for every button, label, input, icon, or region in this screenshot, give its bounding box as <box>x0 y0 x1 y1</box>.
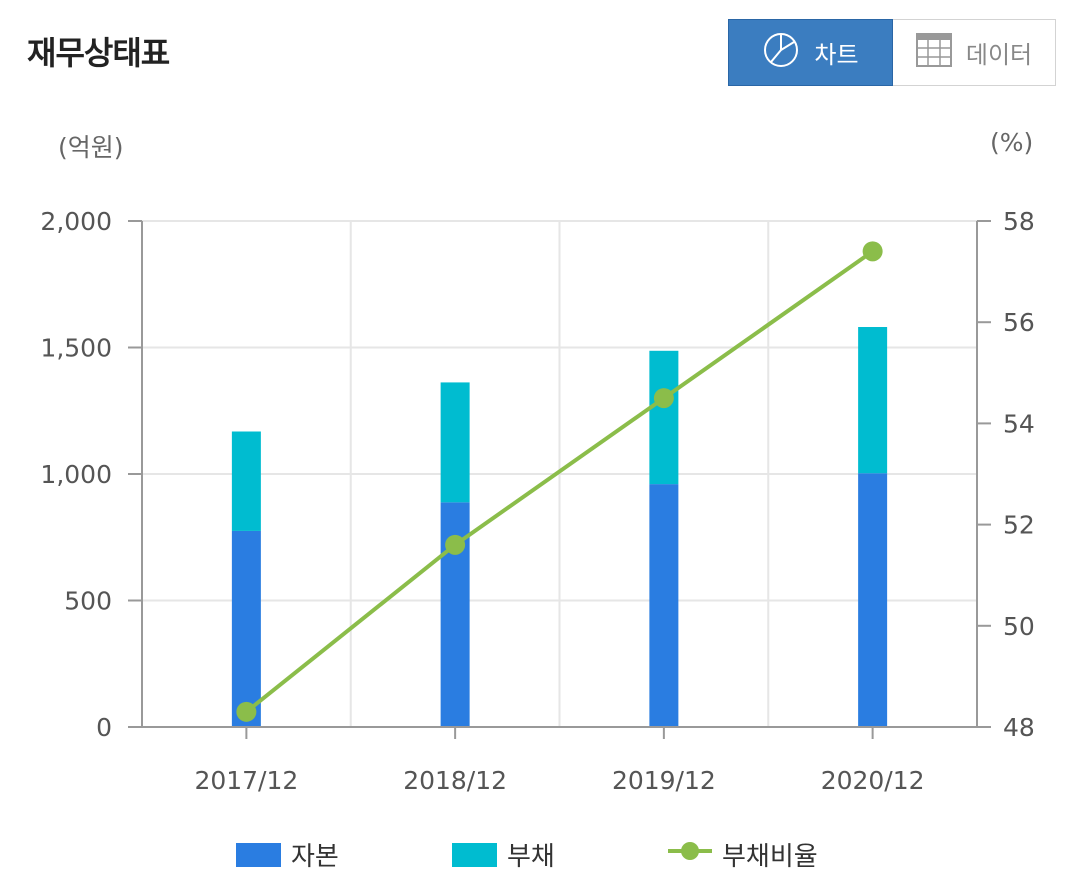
left-axis-unit: (억원) <box>58 133 124 162</box>
ratio-line <box>245 249 874 714</box>
ratio-point <box>236 701 257 722</box>
ratio-point <box>862 241 883 262</box>
left-axis-tick-label: 0 <box>96 713 112 742</box>
x-axis-tick-label: 2020/12 <box>821 766 925 795</box>
legend-item-ratio[interactable]: 부채비율 <box>668 836 818 873</box>
left-axis-tick-label: 500 <box>64 587 112 616</box>
right-axis-tick-label: 52 <box>1003 511 1035 540</box>
right-axis-unit: (%) <box>990 128 1034 157</box>
x-axis-tick-label: 2017/12 <box>194 766 298 795</box>
legend: 자본 부채 부채비율 <box>0 836 1080 876</box>
data-view-button[interactable]: 데이터 <box>893 19 1056 86</box>
ratio-point <box>445 534 466 555</box>
legend-label-debt: 부채 <box>507 842 555 872</box>
right-axis-tick-label: 48 <box>1003 713 1035 742</box>
legend-swatch-ratio <box>668 839 712 870</box>
bar-debt <box>858 327 888 474</box>
bar-equity <box>231 530 261 727</box>
left-axis-tick-label: 2,000 <box>40 207 112 236</box>
legend-label-equity: 자본 <box>291 842 339 872</box>
bar-equity <box>858 473 888 727</box>
legend-label-ratio: 부채비율 <box>722 842 818 872</box>
right-axis-tick-label: 56 <box>1003 308 1035 337</box>
view-toggle: 차트 데이터 <box>728 19 1056 86</box>
right-axis-tick-label: 58 <box>1003 207 1035 236</box>
table-icon <box>915 32 952 73</box>
ratio-point <box>653 388 674 409</box>
legend-swatch-debt <box>452 842 497 867</box>
x-axis-tick-label: 2019/12 <box>612 766 716 795</box>
left-axis-tick-label: 1,500 <box>40 334 112 363</box>
chart-view-label: 차트 <box>814 41 859 69</box>
bar-debt <box>231 431 261 531</box>
legend-item-equity[interactable]: 자본 <box>236 836 339 873</box>
bar-debt <box>649 350 679 485</box>
legend-item-debt[interactable]: 부채 <box>452 836 555 873</box>
page-title: 재무상태표 <box>27 34 170 72</box>
pie-chart-icon <box>762 31 800 75</box>
left-axis-tick-label: 1,000 <box>40 460 112 489</box>
bar-equity <box>649 484 679 727</box>
bar-debt <box>440 382 470 503</box>
right-axis-tick-label: 50 <box>1003 612 1035 641</box>
chart-view-button[interactable]: 차트 <box>728 19 893 86</box>
data-view-label: 데이터 <box>965 41 1033 69</box>
right-axis-tick-label: 54 <box>1003 409 1035 438</box>
x-axis-tick-label: 2018/12 <box>403 766 507 795</box>
legend-swatch-equity <box>236 842 281 867</box>
